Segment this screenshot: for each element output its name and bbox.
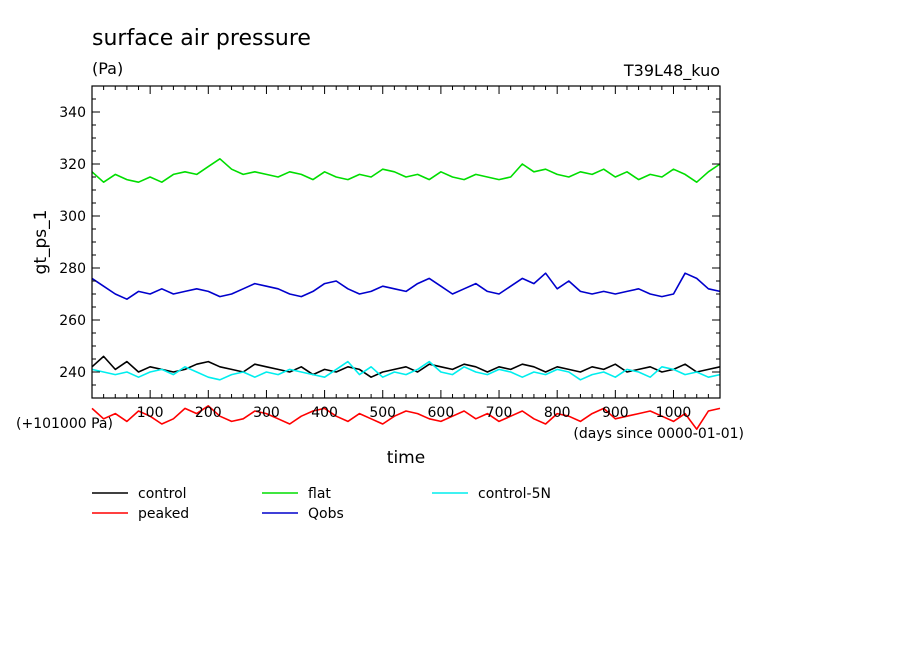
legend-item-flat: flat	[262, 486, 331, 502]
chart-title: surface air pressure	[92, 26, 311, 51]
x-tick-label: 100	[137, 405, 164, 421]
x-tick-label: 200	[195, 405, 222, 421]
legend-label: control-5N	[478, 486, 551, 502]
x-tick-label: 700	[486, 405, 513, 421]
x-axis-label: time	[387, 448, 425, 468]
legend: control peaked flat Qobs control-5N	[92, 486, 551, 522]
x-tick-label: 900	[602, 405, 629, 421]
x-tick-label: 600	[428, 405, 455, 421]
legend-item-control: control	[92, 486, 187, 502]
series-line-control-5n	[91, 360, 721, 381]
x-tick-label: 300	[253, 405, 280, 421]
series-line-flat	[91, 158, 721, 183]
legend-item-qobs: Qobs	[262, 506, 344, 522]
chart-subtitle: (Pa)	[92, 59, 123, 78]
x-unit-note: (days since 0000-01-01)	[573, 426, 744, 442]
x-tick-label: 400	[311, 405, 338, 421]
y-tick-label: 340	[59, 105, 86, 121]
y-axis-label: gt_ps_1	[31, 210, 51, 275]
series-line-control	[91, 355, 721, 379]
y-offset-note: (+101000 Pa)	[16, 416, 113, 432]
y-tick-label: 260	[59, 313, 86, 329]
legend-label: control	[138, 486, 187, 502]
series-line-peaked	[91, 404, 721, 431]
y-tick-label: 280	[59, 261, 86, 277]
legend-label: peaked	[138, 506, 189, 522]
x-tick-label: 800	[544, 405, 571, 421]
x-tick-label: 500	[369, 405, 396, 421]
legend-label: flat	[308, 486, 331, 502]
series-line-qobs	[91, 272, 721, 301]
series-layer	[91, 158, 721, 431]
legend-item-peaked: peaked	[92, 506, 189, 522]
run-label: T39L48_kuo	[623, 61, 720, 81]
y-tick-label: 320	[59, 157, 86, 173]
y-tick-label: 300	[59, 209, 86, 225]
y-tick-label: 240	[59, 365, 86, 381]
ticks-layer: 240 260 280 300 320 340 100 200 300 400 500 600 700 8…	[59, 85, 720, 421]
x-tick-label: 1000	[656, 405, 692, 421]
plot-frame	[91, 85, 721, 399]
legend-item-control-5n: control-5N	[432, 486, 551, 502]
legend-label: Qobs	[308, 506, 344, 522]
